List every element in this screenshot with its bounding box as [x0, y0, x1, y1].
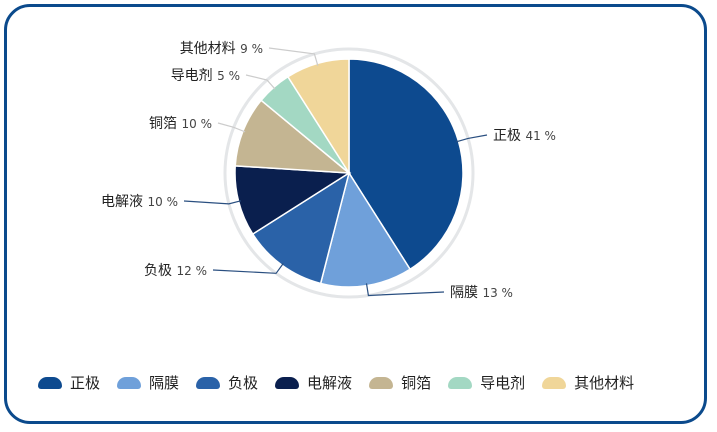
legend-swatch-icon — [38, 376, 62, 389]
data-label-2: 负极 12 % — [144, 263, 207, 279]
leader-line-2 — [212, 263, 284, 274]
legend-swatch-icon — [369, 376, 394, 389]
legend-item-2: 负极 — [196, 372, 258, 393]
leader-line-0 — [456, 134, 488, 143]
legend-label: 隔膜 — [149, 374, 180, 392]
leader-line-6 — [268, 47, 319, 66]
leader-line-1 — [365, 283, 445, 297]
data-label-4: 铜箔 10 % — [149, 116, 212, 132]
legend-label: 其他材料 — [574, 374, 635, 392]
legend-item-6: 其他材料 — [542, 372, 634, 393]
legend-swatch-icon — [275, 376, 300, 389]
leader-line-5 — [245, 74, 276, 90]
legend: 正极 隔膜 负极 电解液 铜箔 导电剂 其他材料 — [38, 372, 651, 393]
legend-label: 电解液 — [307, 374, 353, 392]
legend-swatch-icon — [196, 376, 221, 389]
pie-outer-ring — [223, 47, 475, 299]
legend-item-5: 导电剂 — [448, 372, 525, 393]
legend-swatch-icon — [542, 376, 567, 389]
legend-item-3: 电解液 — [275, 372, 352, 393]
legend-label: 正极 — [70, 374, 101, 392]
legend-label: 铜箔 — [401, 374, 432, 392]
leader-line-3 — [183, 200, 241, 205]
legend-label: 负极 — [228, 374, 259, 392]
data-label-5: 导电剂 5 % — [171, 68, 240, 84]
legend-item-0: 正极 — [38, 372, 100, 393]
legend-item-1: 隔膜 — [117, 372, 179, 393]
data-label-0: 正极 41 % — [493, 128, 556, 144]
legend-swatch-icon — [448, 376, 473, 389]
legend-item-4: 铜箔 — [369, 372, 431, 393]
data-label-1: 隔膜 13 % — [450, 285, 513, 301]
data-label-3: 电解液 10 % — [101, 194, 178, 210]
data-label-6: 其他材料 9 % — [180, 41, 263, 57]
leader-line-4 — [217, 122, 246, 133]
legend-swatch-icon — [117, 376, 142, 389]
legend-label: 导电剂 — [480, 374, 526, 392]
